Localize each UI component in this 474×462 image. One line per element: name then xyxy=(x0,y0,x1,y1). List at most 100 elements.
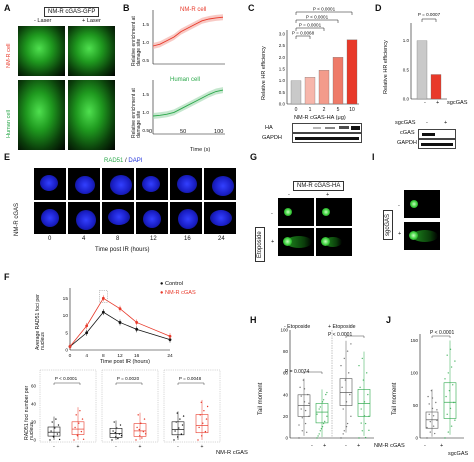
e-nucleus-image xyxy=(170,202,202,234)
human-minus-laser-image xyxy=(18,80,65,150)
h-point xyxy=(362,379,365,381)
panel-c-chart: 0.0 0.5 1.0 1.5 2.0 2.5 3.0 0 1 2 5 10 P < 0.0001 P <… xyxy=(279,7,359,113)
c-bar xyxy=(304,77,316,105)
f-box-ylabel: RAD51 foci number per nucleus xyxy=(24,385,36,440)
h-point xyxy=(324,420,326,423)
b-top-ylabel: Relative enrichment at damage site xyxy=(131,16,142,66)
g-comet-minus-plus xyxy=(316,198,352,226)
b-xtick-100: 100 xyxy=(214,129,224,135)
panel-label-h: H xyxy=(250,315,257,325)
d-pval: P = 0.0007 xyxy=(418,12,441,17)
j-point xyxy=(450,425,453,427)
f-box-point xyxy=(52,435,54,438)
j-point xyxy=(432,425,435,427)
e-time-label: 4 xyxy=(82,236,86,242)
h-point xyxy=(342,433,344,435)
g-row-label: Etoposide xyxy=(255,227,265,262)
b-top-line xyxy=(152,16,224,47)
c-bar xyxy=(318,70,330,105)
panel-label-e: E xyxy=(4,152,11,162)
g-comet-plus-plus xyxy=(316,228,352,256)
c-bar xyxy=(290,80,302,105)
panel-h-chart: 0 20 40 60 80 100 xyxy=(280,328,374,441)
d-blot-plus: + xyxy=(444,120,448,126)
c-xtick: 5 xyxy=(337,107,340,113)
e-time-label: 0 xyxy=(48,236,52,242)
j-point xyxy=(448,389,451,392)
f-box-point xyxy=(118,433,121,435)
f-box-point xyxy=(73,439,75,441)
j-point xyxy=(435,401,437,404)
h-point xyxy=(303,401,306,403)
g-comet-plus-minus xyxy=(278,228,314,256)
f-box-point xyxy=(182,415,185,417)
f-box-group-frame xyxy=(101,369,159,443)
h-point xyxy=(298,424,300,426)
c-xtick: 1 xyxy=(309,107,312,113)
f-box-bracket xyxy=(53,382,81,385)
f-box-point xyxy=(135,439,137,441)
h-bracket2 xyxy=(345,335,365,338)
f-xtick: 0 xyxy=(69,353,72,358)
c-pval: P = 0.0001 xyxy=(299,23,322,28)
j-ytick: 150 xyxy=(410,338,418,343)
h-point xyxy=(350,343,352,345)
e-nucleus xyxy=(40,175,58,191)
h-box xyxy=(357,389,371,417)
f-box-point xyxy=(139,435,141,437)
c-blot-ha-label: HA xyxy=(265,125,273,131)
f-point xyxy=(135,327,139,331)
h-point xyxy=(316,437,318,439)
h-point xyxy=(325,393,327,396)
h-point xyxy=(367,393,369,396)
h-point xyxy=(361,430,363,432)
f-legend-control: ● Control xyxy=(160,281,183,287)
f-box-point xyxy=(82,438,85,440)
f-box-point xyxy=(177,436,179,438)
panel-label-j: J xyxy=(386,315,392,325)
d-ytick: 0.0 xyxy=(403,97,410,102)
panel-f-line-chart: 0 5 10 15 0 4 8 12 16 24 xyxy=(63,288,173,358)
e-nucleus-image xyxy=(68,202,100,234)
i-comet-plus xyxy=(404,222,440,250)
e-time-label: 24 xyxy=(218,236,225,242)
j-point xyxy=(432,415,435,417)
h-point xyxy=(318,433,320,435)
h-point xyxy=(348,372,350,374)
f-xtick: 8 xyxy=(102,353,105,358)
e-nucleus xyxy=(178,209,198,229)
g-minus: - xyxy=(288,192,290,198)
j-ylabel: Tail moment xyxy=(392,382,398,415)
f-point xyxy=(118,307,122,311)
h-point xyxy=(299,386,301,389)
e-nucleus xyxy=(143,210,161,228)
h-point xyxy=(349,393,351,396)
f-box-point xyxy=(114,431,117,434)
f-box-point xyxy=(111,439,113,441)
j-pval: P < 0.0001 xyxy=(430,330,455,336)
h-group2: + Etoposide xyxy=(328,324,356,330)
j-ytick: 0 xyxy=(415,436,418,441)
j-point xyxy=(436,409,438,411)
h-point xyxy=(363,401,366,403)
f-point xyxy=(101,310,105,314)
e-nucleus xyxy=(212,176,234,196)
c-ytick: 2.0 xyxy=(279,55,286,60)
h-ytick: 40 xyxy=(283,392,289,397)
h-point xyxy=(304,409,307,412)
c-ytick: 0.5 xyxy=(279,90,286,95)
f-box-group-frame xyxy=(39,369,97,443)
panel-d-chart: 0.0 0.5 1.0 P = 0.0007 xyxy=(403,12,447,102)
f-box-point xyxy=(201,435,203,437)
panel-b-bottom-chart xyxy=(152,80,225,135)
i-comet-minus xyxy=(404,190,440,218)
j-point xyxy=(446,354,448,356)
panel-label-c: C xyxy=(248,3,255,13)
j-point xyxy=(446,413,448,416)
j-box xyxy=(443,382,457,419)
j-bracket xyxy=(431,335,451,338)
h-point xyxy=(360,422,362,424)
f-box-point xyxy=(119,424,122,426)
j-footer: sgcGAS xyxy=(448,451,469,457)
h-point xyxy=(346,422,349,425)
